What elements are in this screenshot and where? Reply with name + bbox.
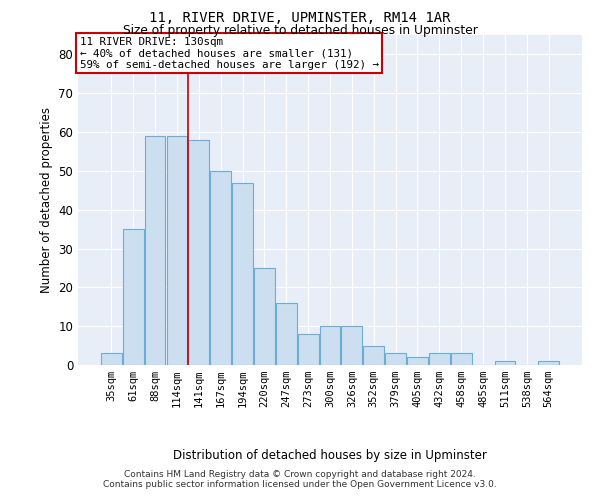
Bar: [407, 357, 428, 365]
Text: Size of property relative to detached houses in Upminster: Size of property relative to detached ho…: [122, 24, 478, 37]
Bar: [123, 229, 143, 365]
Bar: [101, 354, 122, 365]
Text: 11, RIVER DRIVE, UPMINSTER, RM14 1AR: 11, RIVER DRIVE, UPMINSTER, RM14 1AR: [149, 12, 451, 26]
X-axis label: Distribution of detached houses by size in Upminster: Distribution of detached houses by size …: [173, 449, 487, 462]
Bar: [167, 136, 187, 365]
Bar: [254, 268, 275, 365]
Bar: [385, 354, 406, 365]
Bar: [364, 346, 384, 365]
Text: 11 RIVER DRIVE: 130sqm
← 40% of detached houses are smaller (131)
59% of semi-de: 11 RIVER DRIVE: 130sqm ← 40% of detached…: [80, 36, 379, 70]
Bar: [429, 354, 450, 365]
Bar: [538, 361, 559, 365]
Bar: [276, 303, 296, 365]
Bar: [145, 136, 166, 365]
Bar: [320, 326, 340, 365]
Bar: [341, 326, 362, 365]
Bar: [451, 354, 472, 365]
Bar: [188, 140, 209, 365]
Bar: [298, 334, 319, 365]
Bar: [494, 361, 515, 365]
Text: Contains HM Land Registry data © Crown copyright and database right 2024.
Contai: Contains HM Land Registry data © Crown c…: [103, 470, 497, 489]
Y-axis label: Number of detached properties: Number of detached properties: [40, 107, 53, 293]
Bar: [210, 171, 231, 365]
Bar: [232, 182, 253, 365]
